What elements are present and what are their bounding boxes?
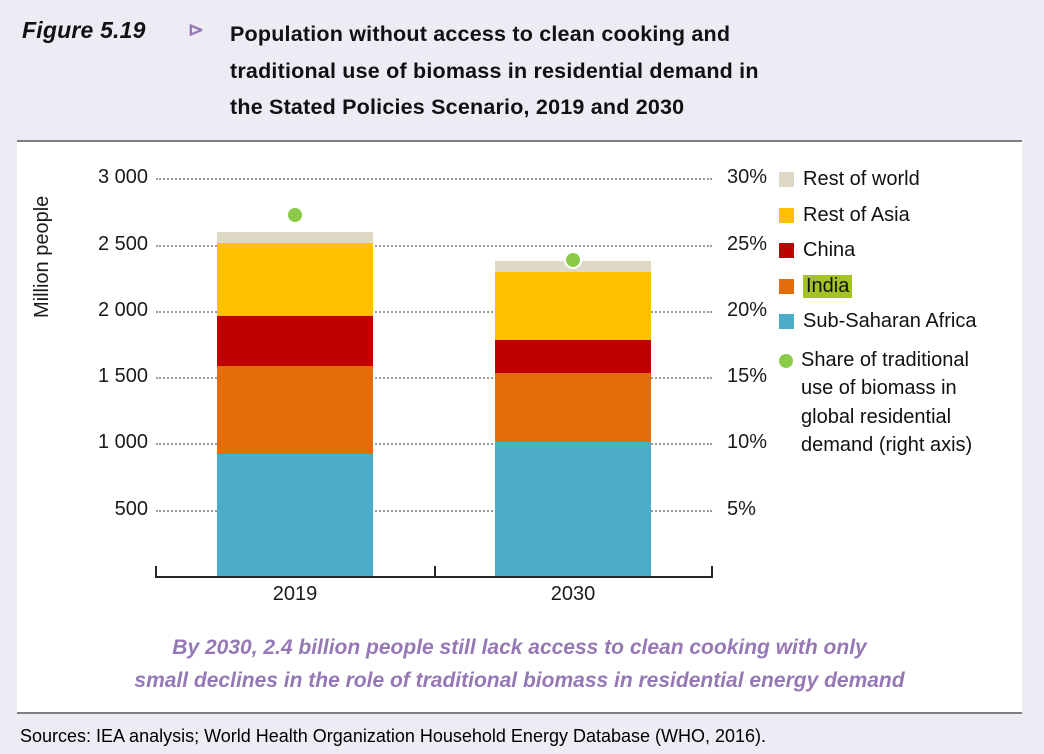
left-tick-2500: 2 500	[97, 232, 148, 255]
legend-item-china: China	[779, 233, 1017, 269]
bar-2019-segment-sub-saharan-africa	[217, 453, 373, 577]
legend-swatch-icon	[779, 172, 794, 188]
x-axis-tick-1	[434, 566, 436, 576]
legend-swatch-icon	[779, 314, 794, 330]
figure-title-line-3: the Stated Policies Scenario, 2019 and 2…	[230, 95, 685, 119]
share-dot-2030	[564, 251, 582, 270]
gridline-1000	[156, 443, 712, 446]
legend-label: Sub-Saharan Africa	[803, 310, 977, 333]
legend-label-multiline: Share of traditional use of biomass in glo…	[801, 346, 972, 460]
figure-title-line-1: Population without access to clean cooki…	[230, 22, 731, 46]
bar-2019-segment-rest-of-asia	[217, 242, 373, 316]
legend-swatch-icon	[779, 207, 794, 223]
legend-label-line: global residential	[801, 405, 952, 428]
legend-label-line: Share of traditional	[801, 348, 969, 371]
annotation-line-1: By 2030, 2.4 billion people still lack a…	[172, 636, 867, 659]
annotation-line-2: small declines in the role of traditiona…	[134, 669, 905, 692]
bar-2019-segment-india	[217, 366, 373, 454]
gridline-500	[156, 509, 712, 512]
bar-2030-segment-china	[495, 339, 651, 373]
legend-label: China	[803, 239, 856, 262]
right-tick-10: 10%	[727, 431, 768, 454]
left-tick-500: 500	[114, 497, 148, 520]
left-tick-2000: 2 000	[97, 298, 148, 321]
category-label-2019: 2019	[272, 583, 318, 605]
right-tick-5: 5%	[727, 497, 756, 520]
legend: Rest of world Rest of Asia China India Sub-S…	[779, 162, 1017, 460]
x-axis-line	[155, 576, 713, 578]
legend-label: Rest of Asia	[803, 203, 910, 226]
figure-title: Population without access to clean cooki…	[230, 16, 759, 126]
figure-title-line-2: traditional use of biomass in residentia…	[230, 58, 759, 83]
right-tick-15: 15%	[727, 365, 768, 388]
gridline-2500	[156, 244, 712, 247]
legend-swatch-icon	[779, 243, 794, 259]
figure-label: Figure 5.19	[22, 17, 146, 43]
legend-label-line: use of biomass in	[801, 377, 957, 399]
figure-marker-triangle-icon: ⊳	[188, 20, 204, 41]
x-axis-tick-0	[155, 566, 157, 576]
chart-panel: Million people 500 1 000 1 500 2 000 2 500 3 …	[17, 140, 1022, 714]
legend-label: India	[803, 274, 853, 298]
legend-item-rest-of-world: Rest of world	[779, 162, 1017, 198]
x-axis-tick-2	[711, 566, 713, 576]
legend-item-rest-of-asia: Rest of Asia	[779, 198, 1017, 234]
bar-2030-segment-sub-saharan-africa	[495, 441, 651, 577]
legend-item-share-of-traditional-biomass: Share of traditional use of biomass in glo…	[779, 346, 1017, 460]
key-message-annotation: By 2030, 2.4 billion people still lack a…	[17, 631, 1022, 697]
left-tick-1000: 1 000	[97, 431, 148, 454]
legend-dot-icon	[779, 353, 793, 368]
legend-item-india: India	[779, 269, 1017, 305]
bar-2019-segment-rest-of-world	[217, 232, 373, 243]
bar-2030-segment-rest-of-asia	[495, 272, 651, 340]
left-tick-1500: 1 500	[97, 365, 148, 388]
gridline-3000	[156, 178, 712, 181]
share-dot-2019	[286, 206, 304, 224]
legend-label: Rest of world	[803, 168, 920, 191]
legend-item-sub-saharan-africa: Sub-Saharan Africa	[779, 304, 1017, 340]
legend-label-line: demand (right axis)	[801, 434, 973, 456]
category-label-2030: 2030	[550, 583, 596, 605]
right-tick-20: 20%	[727, 298, 768, 321]
bar-2030-segment-india	[495, 372, 651, 442]
right-tick-25: 25%	[727, 232, 768, 255]
gridline-2000	[156, 310, 712, 313]
gridline-1500	[156, 377, 712, 380]
right-tick-30: 30%	[727, 166, 768, 189]
left-tick-3000: 3 000	[97, 166, 148, 189]
sources-note: Sources: IEA analysis; World Health Orga…	[20, 726, 767, 746]
legend-swatch-icon	[779, 278, 794, 294]
bar-2019-segment-china	[217, 315, 373, 367]
